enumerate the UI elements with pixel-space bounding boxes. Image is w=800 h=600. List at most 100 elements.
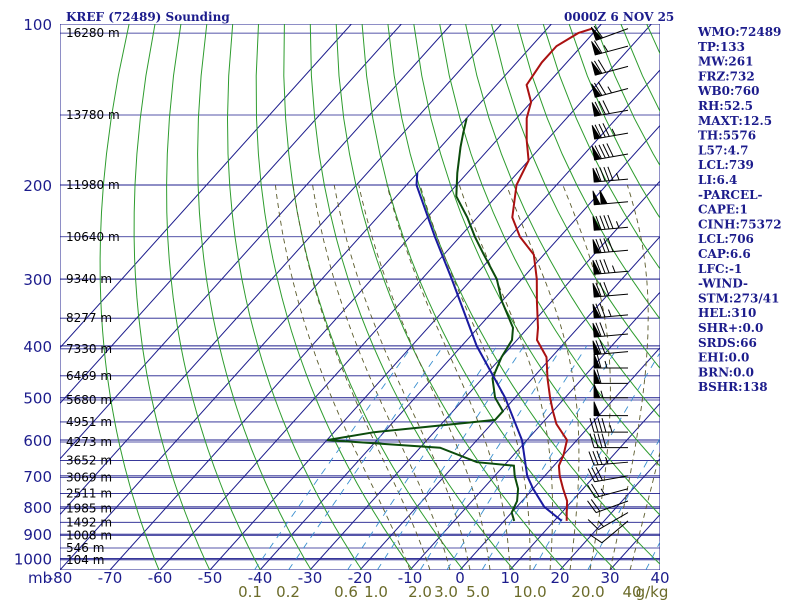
barb-flag [594,60,603,74]
pressure-tick-label: 700 [23,468,52,486]
barb-flag [587,484,596,498]
mixing-ratio-tick-label: 0.6 [334,583,358,600]
index-value: LCL:706 [698,232,754,246]
mixing-ratio-line [254,345,413,570]
barb-flag [595,467,603,481]
wind-barb [589,520,629,544]
barb-pennant [590,26,603,41]
wind-barb [592,237,629,254]
barb-flag [595,238,602,253]
index-value: CAPE:1 [698,203,748,217]
temperature-tick-label: 10 [500,569,519,587]
chart-datetime: 0000Z 6 NOV 25 [564,10,674,24]
moist-adiabat [386,184,511,570]
barb-flag [603,166,610,181]
ylabel: mb [28,569,52,587]
moist-adiabat [562,184,611,570]
moist-adiabat [292,184,431,570]
index-value: L57:4.7 [698,143,748,157]
index-value: EHI:0.0 [698,351,749,365]
barb-flag [606,143,614,157]
height-label: 3069 m [66,471,112,485]
barb-flag [588,451,595,466]
isotherm-line [60,24,502,516]
mixing-ratio-line [288,345,444,570]
barb-flag [603,238,610,253]
index-value: -PARCEL- [698,188,763,202]
barb-half-flag [605,456,609,465]
pressure-tick-label: 200 [23,177,52,195]
barb-flag [589,433,595,448]
barb-pennant [592,322,601,338]
barb-half-flag [600,488,606,496]
height-labels: 16280 m 13780 m 11980 m 10640 m 9340 m 8277 m… [66,26,120,567]
height-label: 4951 m [66,415,112,429]
barb-pennant [599,189,608,205]
dry-adiabat [283,24,464,570]
barb-flag [603,259,610,274]
dry-adiabat [197,24,312,570]
height-label: 11980 m [66,178,120,192]
temperature-tick-label: 30 [600,569,619,587]
barb-flag [607,214,614,229]
barb-flag [599,215,606,230]
moist-adiabat [419,184,531,570]
barb-flag [598,123,606,138]
barb-half-flag [615,221,620,229]
index-value: BSHR:138 [698,380,768,394]
temperature-tick-label: -80 [48,569,73,587]
isotherm-line [109,24,602,570]
dry-adiabat [387,24,660,565]
dry-adiabat [309,24,515,570]
wind-barbs [587,25,629,544]
barb-flag [595,322,602,337]
moist-adiabat [505,184,580,570]
barb-flag [592,451,599,465]
pressure-axis: 100 200 300 400 500 600 700 800 900 1000 [14,16,52,569]
dry-adiabat [361,24,616,570]
barb-flag [594,40,603,54]
barb-half-flag [603,45,609,52]
barb-flag [595,259,602,274]
height-label: 546 m [66,541,104,555]
barb-flag [596,450,603,465]
barb-pennant [592,340,601,356]
barb-staff [595,488,629,499]
index-value: STM:273/41 [698,291,779,305]
mixing-ratio-tick-label: 2.0 [408,583,432,600]
index-value: SRDS:66 [698,336,757,350]
wind-barb [590,25,629,41]
barb-flag [595,303,602,318]
height-label: 9340 m [66,272,112,286]
pressure-tick-label: 500 [23,390,52,408]
index-value: WB0:760 [697,84,759,98]
barb-pennant [592,260,601,275]
barb-flag [597,418,603,433]
barb-staff [594,461,629,466]
moist-adiabat [333,184,471,570]
barb-flag [602,143,610,158]
barb-pennant [591,125,602,140]
isotherm-line [559,458,660,570]
wind-barb [591,143,629,161]
mixing-ratio-line [481,345,619,570]
dry-adiabat [255,24,413,570]
dry-adiabat [542,24,660,270]
barb-pennant [592,282,601,298]
index-value: WMO:72489 [697,25,781,39]
wind-barb [591,81,629,98]
sounding-series [326,27,593,522]
barb-flag [607,237,614,252]
pressure-tick-label: 600 [23,432,52,450]
mixing-ratio-tick-label: 1.0 [364,583,388,600]
barb-half-flag [611,265,616,273]
dry-adiabats [99,24,660,570]
height-label: 10640 m [66,230,120,244]
isotherm-line [209,69,660,570]
barb-flag [601,433,607,448]
mixing-ratio-line [532,351,660,570]
wind-barb [587,512,629,531]
barb-flag [599,303,606,318]
height-label: 6469 m [66,369,112,383]
mixing-ratio-tick-label: 0.1 [238,583,262,600]
